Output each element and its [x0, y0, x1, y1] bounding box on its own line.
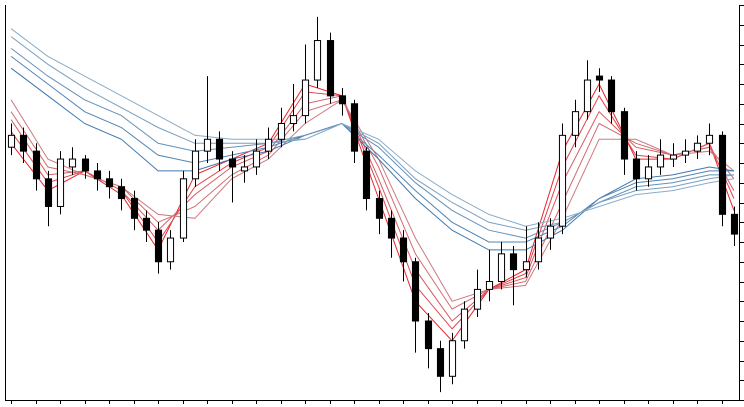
candle-body: [522, 261, 531, 271]
moving-average-line: [10, 56, 734, 243]
candle-body: [436, 348, 445, 377]
candle-body: [301, 79, 310, 117]
candle-body: [215, 138, 224, 160]
moving-average-line: [10, 48, 734, 239]
candle-body: [669, 154, 678, 160]
candle-body: [19, 134, 28, 152]
candle-body: [56, 158, 65, 207]
candle-body: [313, 40, 322, 81]
candle-body: [105, 178, 114, 188]
candle-body: [375, 198, 384, 219]
candle-body: [7, 134, 16, 148]
candle-body: [277, 123, 286, 140]
moving-average-line: [10, 36, 734, 231]
candle-body: [130, 198, 139, 219]
candle-body: [166, 237, 175, 263]
candle-body: [350, 103, 359, 152]
candle-body: [203, 138, 212, 152]
candle-body: [44, 178, 53, 207]
candle-body: [252, 150, 261, 168]
candle-body: [240, 166, 249, 172]
candle-body: [411, 261, 420, 322]
candle-body: [571, 111, 580, 136]
candle-body: [705, 134, 714, 144]
candle-body: [32, 150, 41, 180]
candle-body: [387, 217, 396, 239]
candle-body: [595, 75, 604, 81]
candle-body: [730, 213, 739, 235]
candle-body: [179, 178, 188, 239]
candle-body: [509, 253, 518, 271]
candle-body: [362, 150, 371, 200]
candle-body: [546, 225, 555, 239]
candle-body: [534, 237, 543, 263]
candle-body: [117, 186, 126, 200]
candle-body: [607, 79, 616, 113]
candle-body: [228, 158, 237, 168]
moving-average-line: [10, 67, 734, 251]
candle-body: [718, 134, 727, 215]
candle-body: [620, 111, 629, 160]
moving-average-line: [10, 28, 734, 227]
candle-body: [644, 166, 653, 180]
candle-body: [289, 115, 298, 124]
candle-body: [154, 229, 163, 263]
candle-body: [264, 138, 273, 152]
candle-body: [485, 281, 494, 290]
candle-body: [81, 158, 90, 172]
candle-body: [460, 308, 469, 342]
candle-body: [142, 217, 151, 231]
plot-area: [5, 5, 740, 400]
candle-body: [68, 158, 77, 168]
candle-body: [583, 79, 592, 113]
candle-body: [338, 95, 347, 105]
candle-body: [424, 320, 433, 350]
candle-body: [326, 40, 335, 97]
candle-body: [399, 237, 408, 263]
candle-body: [558, 134, 567, 227]
candle-body: [632, 158, 641, 180]
candle-body: [473, 288, 482, 310]
candle-body: [497, 253, 506, 283]
candle-body: [448, 340, 457, 377]
candle-body: [191, 150, 200, 180]
candle-body: [656, 154, 665, 168]
candle-body: [681, 150, 690, 156]
candle-body: [93, 170, 102, 180]
candle-body: [693, 142, 702, 152]
